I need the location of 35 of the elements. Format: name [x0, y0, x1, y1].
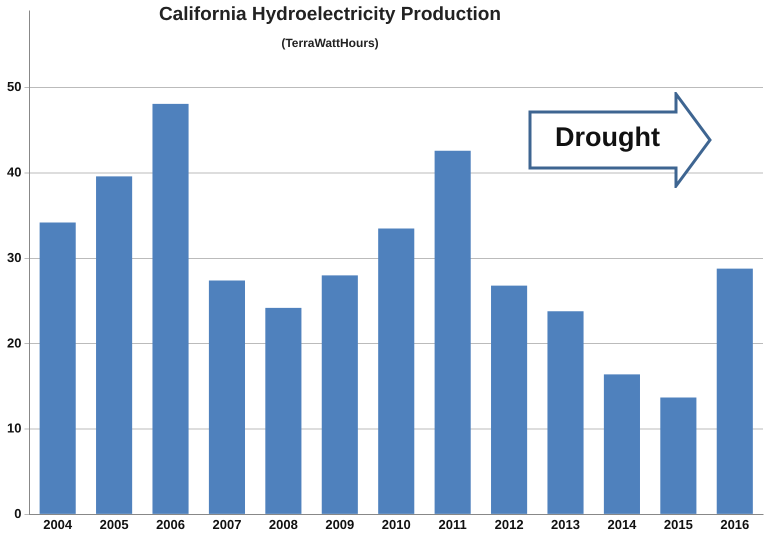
- x-tick-label: 2011: [438, 516, 467, 532]
- y-tick-label: 10: [6, 420, 22, 436]
- x-tick-label: 2004: [43, 516, 73, 532]
- x-tick-label: 2015: [664, 516, 693, 532]
- bar: [40, 222, 76, 514]
- bar: [152, 104, 189, 514]
- y-tick-label: 20: [6, 335, 22, 350]
- bar: [434, 150, 471, 514]
- x-tick-label: 2010: [382, 516, 411, 532]
- x-tick-label: 2005: [100, 516, 129, 532]
- x-tick-label: 2012: [494, 516, 524, 532]
- y-tick-label: 30: [6, 250, 22, 265]
- bar: [547, 311, 584, 514]
- bar: [716, 268, 753, 514]
- annotation: Drought: [554, 122, 661, 153]
- bar: [265, 308, 302, 514]
- bar: [604, 374, 640, 514]
- x-tick-label: 2007: [212, 516, 242, 532]
- bar: [322, 275, 358, 514]
- x-tick-label: 2008: [268, 516, 298, 532]
- bar: [208, 280, 246, 514]
- y-tick-label: 50: [6, 79, 22, 94]
- text: (TerraWattHours): [280, 36, 380, 50]
- bar: [491, 286, 528, 514]
- bar: [378, 228, 414, 514]
- y-tick-label: 40: [6, 164, 22, 180]
- y-tick-label: 0: [14, 506, 22, 521]
- x-tick-label: 2006: [156, 516, 185, 532]
- x-tick-label: 2009: [325, 516, 354, 532]
- x-tick-label: 2014: [607, 516, 638, 532]
- bar: [96, 176, 132, 514]
- x-tick-label: 2016: [720, 516, 750, 532]
- chart-title: California Hydroelectricity Production: [158, 4, 502, 26]
- x-tick-label: 2013: [551, 516, 580, 532]
- bar: [660, 397, 696, 514]
